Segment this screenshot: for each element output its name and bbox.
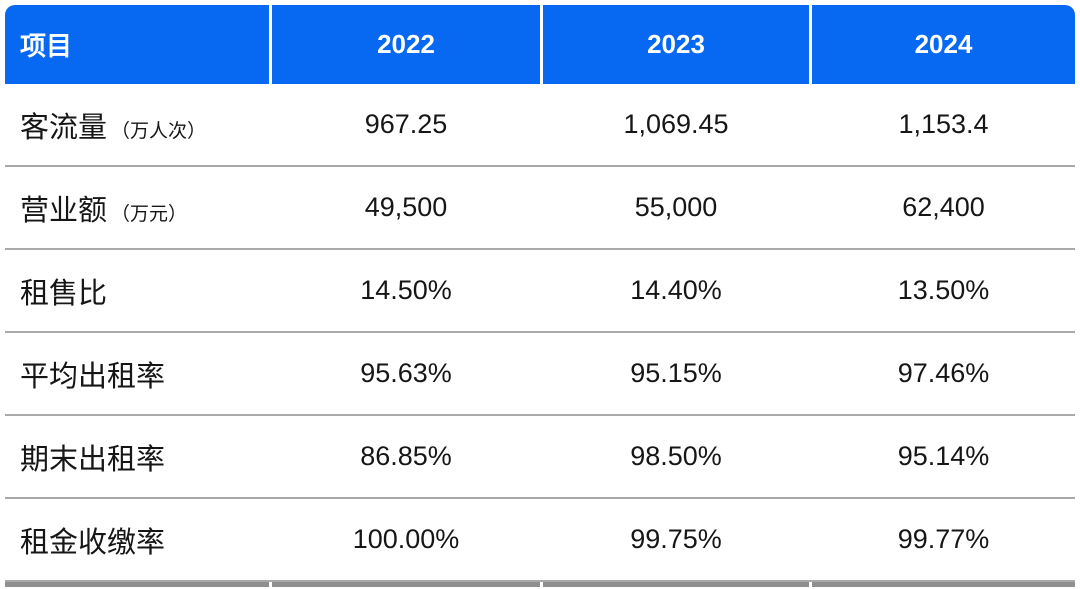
table-bottom-border-segment xyxy=(543,582,809,587)
row-label: 租售比 xyxy=(20,277,108,310)
cell-value: 1,153.4 xyxy=(898,109,989,139)
cell-value: 13.50% xyxy=(897,275,990,305)
cell-value: 100.00% xyxy=(352,524,460,554)
row-label-cell: 租金收缴率 xyxy=(5,519,269,561)
header-cell-2024: 2024 xyxy=(812,5,1075,84)
header-cell-2022: 2022 xyxy=(272,5,540,84)
cell-value: 95.14% xyxy=(897,441,990,471)
cell-value: 1,069.45 xyxy=(623,109,729,139)
table-row-rent-to-sales-ratio: 租售比 14.50% 14.40% 13.50% xyxy=(5,250,1075,333)
cell-value: 99.75% xyxy=(630,524,722,554)
row-label: 营业额 xyxy=(20,194,108,227)
table-row-passenger-flow: 客流量 （万人次） 967.25 1,069.45 1,153.4 xyxy=(5,84,1075,167)
row-label-cell: 营业额 （万元） xyxy=(5,187,269,229)
table-row-period-end-occupancy: 期末出租率 86.85% 98.50% 95.14% xyxy=(5,416,1075,499)
table-bottom-border-segment xyxy=(812,582,1075,587)
row-unit: （万元） xyxy=(111,203,188,225)
row-label: 客流量 xyxy=(20,111,108,144)
table-header-row: 项目 2022 2023 2024 xyxy=(5,5,1075,84)
cell-value: 49,500 xyxy=(364,192,448,222)
row-unit: （万人次） xyxy=(111,120,207,142)
row-label-cell: 租售比 xyxy=(5,270,269,312)
table-row-revenue: 营业额 （万元） 49,500 55,000 62,400 xyxy=(5,167,1075,250)
header-cell-item: 项目 xyxy=(5,5,269,84)
row-label: 期末出租率 xyxy=(20,443,166,476)
cell-value: 55,000 xyxy=(634,192,718,222)
table-bottom-border xyxy=(5,582,1075,587)
table-row-rent-collection-rate: 租金收缴率 100.00% 99.75% 99.77% xyxy=(5,499,1075,582)
table-bottom-border-segment xyxy=(272,582,540,587)
cell-value: 99.77% xyxy=(897,524,990,554)
cell-value: 95.15% xyxy=(630,358,722,388)
cell-value: 97.46% xyxy=(897,358,990,388)
cell-value: 62,400 xyxy=(902,192,985,222)
cell-value: 14.40% xyxy=(630,275,722,305)
row-label-cell: 期末出租率 xyxy=(5,436,269,478)
row-label-cell: 客流量 （万人次） xyxy=(5,104,269,146)
cell-value: 86.85% xyxy=(360,441,452,471)
cell-value: 14.50% xyxy=(360,275,452,305)
cell-value: 967.25 xyxy=(364,109,448,139)
row-label: 平均出租率 xyxy=(20,360,166,393)
cell-value: 95.63% xyxy=(360,358,452,388)
row-label-cell: 平均出租率 xyxy=(5,353,269,395)
header-cell-2023: 2023 xyxy=(543,5,809,84)
cell-value: 98.50% xyxy=(630,441,722,471)
table-row-average-occupancy: 平均出租率 95.63% 95.15% 97.46% xyxy=(5,333,1075,416)
row-label: 租金收缴率 xyxy=(20,526,166,559)
financial-metrics-table: 项目 2022 2023 2024 客流量 （万人次） 967.25 1,069… xyxy=(5,5,1075,587)
table-bottom-border-segment xyxy=(5,582,269,587)
